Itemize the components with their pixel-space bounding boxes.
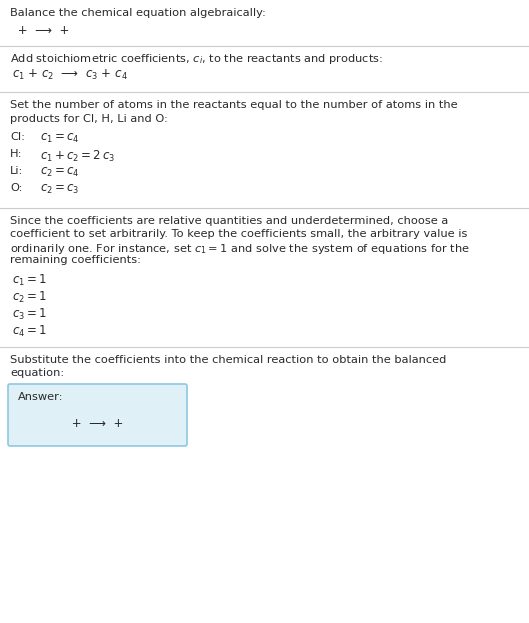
Text: Substitute the coefficients into the chemical reaction to obtain the balanced: Substitute the coefficients into the che… <box>10 355 446 365</box>
Text: products for Cl, H, Li and O:: products for Cl, H, Li and O: <box>10 114 168 124</box>
Text: Set the number of atoms in the reactants equal to the number of atoms in the: Set the number of atoms in the reactants… <box>10 100 458 110</box>
Text: H:: H: <box>10 149 23 159</box>
Text: coefficient to set arbitrarily. To keep the coefficients small, the arbitrary va: coefficient to set arbitrarily. To keep … <box>10 229 468 239</box>
FancyBboxPatch shape <box>8 384 187 446</box>
Text: Balance the chemical equation algebraically:: Balance the chemical equation algebraica… <box>10 8 266 18</box>
Text: $c_1$ + $c_2$  ⟶  $c_3$ + $c_4$: $c_1$ + $c_2$ ⟶ $c_3$ + $c_4$ <box>12 68 128 82</box>
Text: Cl:: Cl: <box>10 132 25 142</box>
Text: $c_2 = c_4$: $c_2 = c_4$ <box>40 166 80 179</box>
Text: $c_1 = c_4$: $c_1 = c_4$ <box>40 132 80 145</box>
Text: $c_2 = c_3$: $c_2 = c_3$ <box>40 183 79 196</box>
Text: ordinarily one. For instance, set $c_1 = 1$ and solve the system of equations fo: ordinarily one. For instance, set $c_1 =… <box>10 242 470 256</box>
Text: Li:: Li: <box>10 166 23 176</box>
Text: Add stoichiometric coefficients, $c_i$, to the reactants and products:: Add stoichiometric coefficients, $c_i$, … <box>10 52 383 66</box>
Text: Answer:: Answer: <box>18 392 63 402</box>
Text: $c_2 = 1$: $c_2 = 1$ <box>12 290 47 305</box>
Text: $c_1 = 1$: $c_1 = 1$ <box>12 273 47 288</box>
Text: $c_4 = 1$: $c_4 = 1$ <box>12 324 47 339</box>
Text: equation:: equation: <box>10 368 64 378</box>
Text: $c_1 + c_2 = 2\,c_3$: $c_1 + c_2 = 2\,c_3$ <box>40 149 115 164</box>
Text: O:: O: <box>10 183 23 193</box>
Text: remaining coefficients:: remaining coefficients: <box>10 255 141 265</box>
Text: +  ⟶  +: + ⟶ + <box>14 24 73 37</box>
Text: $c_3 = 1$: $c_3 = 1$ <box>12 307 47 322</box>
Text: +  ⟶  +: + ⟶ + <box>68 417 127 430</box>
Text: Since the coefficients are relative quantities and underdetermined, choose a: Since the coefficients are relative quan… <box>10 216 448 226</box>
